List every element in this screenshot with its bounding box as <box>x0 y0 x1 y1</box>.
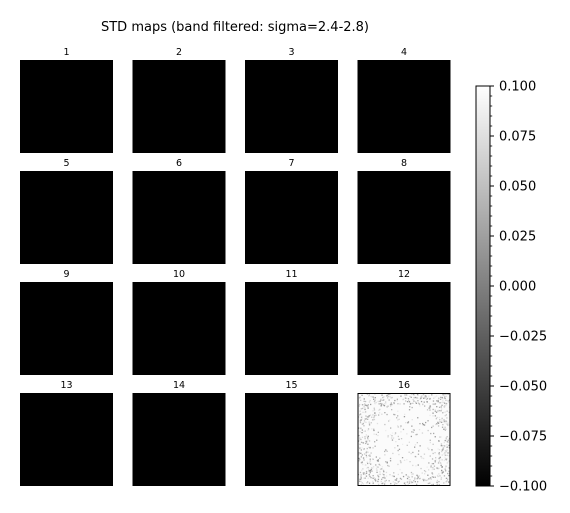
colorbar-tick-label: 0.025 <box>499 230 536 245</box>
panel-image <box>357 393 451 486</box>
panel-border <box>357 393 451 486</box>
panel-title: 15 <box>285 380 297 391</box>
colorbar-tick-label: −0.075 <box>499 430 547 445</box>
panel-title: 13 <box>60 380 72 391</box>
panel-fill <box>245 171 338 264</box>
panel-title: 4 <box>401 47 407 58</box>
panel-texture <box>357 393 451 486</box>
panel-fill <box>245 393 338 486</box>
colorbar-tick-label: −0.025 <box>499 330 547 345</box>
panel-image <box>20 282 113 375</box>
panel-title: 6 <box>176 158 182 169</box>
panel-title: 16 <box>398 380 410 391</box>
panel-title: 5 <box>63 158 69 169</box>
colorbar-tick-label: −0.050 <box>499 380 547 395</box>
panel-image <box>132 282 226 375</box>
colorbar-tick-label: 0.050 <box>499 180 536 195</box>
panel-image <box>357 282 451 375</box>
panel-image <box>245 171 338 264</box>
chart-title: STD maps (band filtered: sigma=2.4-2.8) <box>101 20 369 35</box>
panel-image <box>132 60 226 153</box>
colorbar-tick-label: 0.100 <box>499 80 536 95</box>
panel-fill <box>20 282 113 375</box>
panel-title: 1 <box>63 47 69 58</box>
panel-fill <box>357 282 451 375</box>
panel-title: 10 <box>173 269 185 280</box>
panel-fill <box>132 282 226 375</box>
panel-image <box>20 171 113 264</box>
panel-fill <box>245 282 338 375</box>
panel-title: 12 <box>398 269 410 280</box>
panel-image <box>357 60 451 153</box>
panel-title: 14 <box>173 380 185 391</box>
colorbar-tick-label: 0.000 <box>499 280 536 295</box>
panel-fill <box>132 171 226 264</box>
panel-image <box>20 393 113 486</box>
colorbar: 0.100 0.075 0.050 0.025 0.000 −0.025 −0.050 −0.… <box>475 80 547 495</box>
panel-fill <box>357 60 451 153</box>
panel-image <box>245 282 338 375</box>
colorbar-gradient <box>475 85 491 487</box>
panel-fill <box>357 171 451 264</box>
colorbar-tick-label: 0.075 <box>499 130 536 145</box>
panel-image <box>20 60 113 153</box>
colorbar-ticks: 0.100 0.075 0.050 0.025 0.000 −0.025 −0.050 −0.… <box>490 80 547 495</box>
panel-title: 2 <box>176 47 182 58</box>
panel-title: 7 <box>288 158 294 169</box>
panel-image <box>132 171 226 264</box>
panel-fill <box>20 60 113 153</box>
panel-title: 3 <box>288 47 294 58</box>
panel-image <box>245 60 338 153</box>
panel-image <box>245 393 338 486</box>
panel-fill <box>20 171 113 264</box>
panel-title: 8 <box>401 158 407 169</box>
panel-fill <box>245 60 338 153</box>
panel-image <box>357 171 451 264</box>
panel-image <box>132 393 226 486</box>
colorbar-tick-label: −0.100 <box>499 480 547 495</box>
panel-title: 9 <box>63 269 69 280</box>
panel-fill <box>20 393 113 486</box>
panel-fill <box>132 60 226 153</box>
panel-title: 11 <box>285 269 297 280</box>
panel-fill <box>132 393 226 486</box>
panel-fill <box>357 393 451 486</box>
